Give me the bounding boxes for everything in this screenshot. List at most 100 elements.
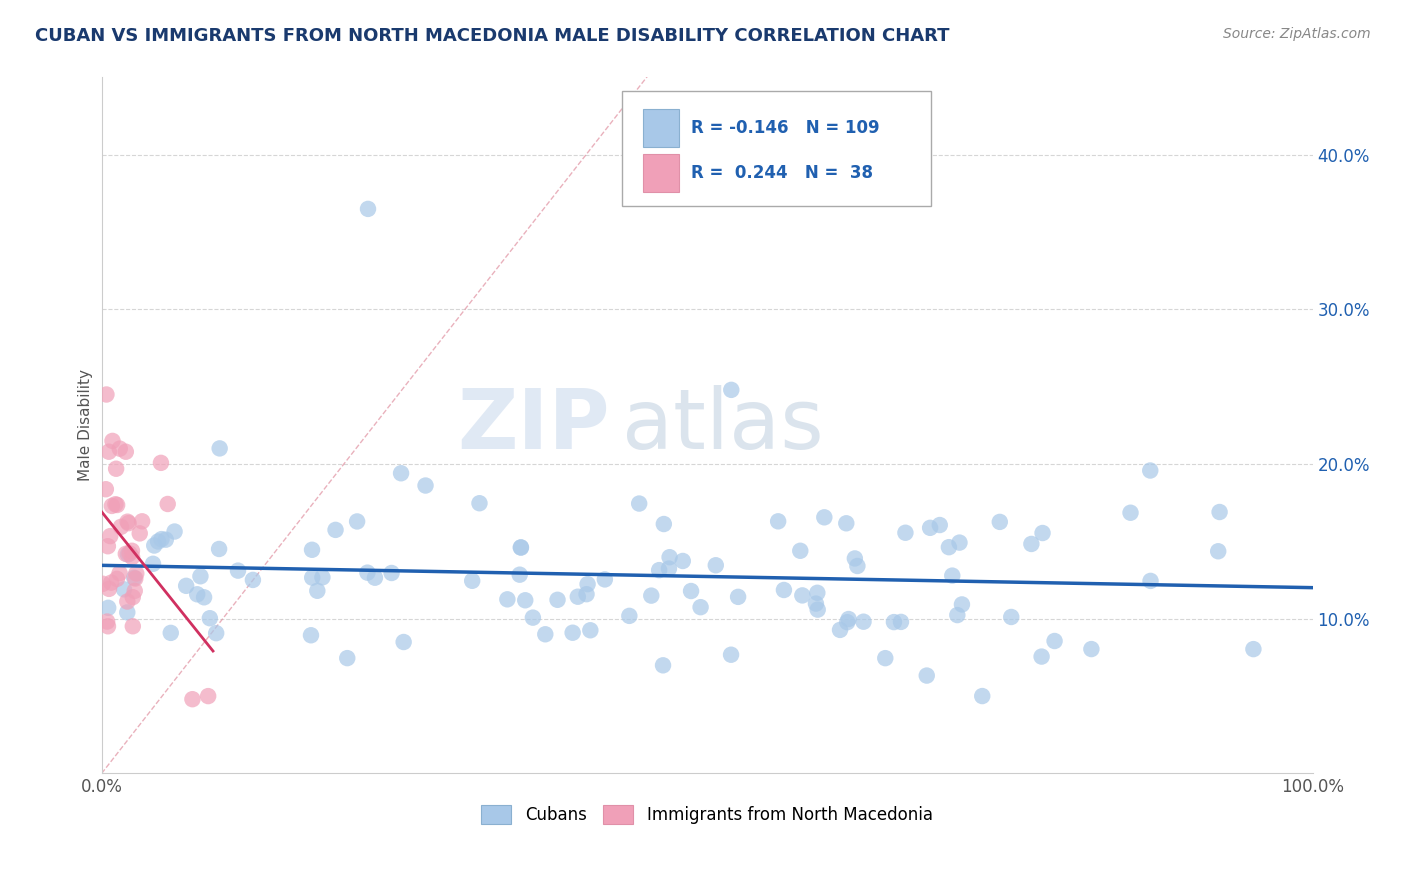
Point: [97, 619, 120, 633]
Point: [96, 387, 118, 401]
Point: [852, 615, 875, 629]
Text: Source: ZipAtlas.com: Source: ZipAtlas.com: [1223, 27, 1371, 41]
Point: [883, 615, 905, 629]
Point: [828, 623, 851, 637]
Point: [325, 523, 347, 537]
Point: [121, 543, 143, 558]
Point: [837, 615, 859, 630]
Point: [567, 590, 589, 604]
Point: [98, 529, 121, 543]
Point: [124, 583, 146, 598]
Point: [496, 592, 519, 607]
Point: [938, 540, 960, 554]
Point: [114, 444, 136, 458]
FancyBboxPatch shape: [643, 154, 679, 193]
Point: [142, 557, 165, 571]
Point: [117, 515, 139, 529]
Point: [941, 568, 963, 582]
Legend: Cubans, Immigrants from North Macedonia: Cubans, Immigrants from North Macedonia: [481, 805, 932, 824]
Point: [357, 202, 380, 216]
Text: R = -0.146   N = 109: R = -0.146 N = 109: [692, 119, 880, 136]
Point: [117, 594, 139, 608]
Point: [356, 566, 378, 580]
Text: CUBAN VS IMMIGRANTS FROM NORTH MACEDONIA MALE DISABILITY CORRELATION CHART: CUBAN VS IMMIGRANTS FROM NORTH MACEDONIA…: [35, 27, 949, 45]
Point: [1080, 642, 1102, 657]
Point: [894, 525, 917, 540]
Point: [110, 520, 132, 534]
Point: [181, 692, 204, 706]
Point: [579, 624, 602, 638]
Point: [190, 569, 212, 583]
Point: [205, 626, 228, 640]
Point: [121, 619, 143, 633]
Point: [96, 615, 118, 629]
Point: [766, 514, 789, 528]
Point: [150, 532, 173, 546]
Point: [108, 442, 131, 456]
Point: [806, 586, 828, 600]
Point: [208, 442, 231, 456]
Point: [117, 606, 139, 620]
Point: [640, 589, 662, 603]
Point: [381, 566, 404, 580]
Point: [193, 591, 215, 605]
Point: [1000, 610, 1022, 624]
Point: [105, 572, 128, 586]
Point: [149, 456, 172, 470]
Point: [813, 510, 835, 524]
Point: [1208, 505, 1230, 519]
Point: [346, 515, 368, 529]
Point: [415, 478, 437, 492]
Point: [155, 533, 177, 547]
Point: [121, 550, 143, 565]
Point: [91, 576, 114, 591]
Point: [112, 582, 135, 597]
FancyBboxPatch shape: [643, 109, 679, 147]
Text: R =  0.244   N =  38: R = 0.244 N = 38: [692, 164, 873, 183]
Y-axis label: Male Disability: Male Disability: [79, 369, 93, 482]
Point: [619, 608, 641, 623]
Point: [789, 543, 811, 558]
Point: [242, 573, 264, 587]
Point: [97, 600, 120, 615]
Point: [299, 628, 322, 642]
Point: [468, 496, 491, 510]
Point: [720, 383, 742, 397]
Point: [509, 567, 531, 582]
Point: [681, 584, 703, 599]
Point: [1031, 649, 1053, 664]
Point: [146, 534, 169, 549]
Point: [658, 550, 681, 565]
Point: [875, 651, 897, 665]
Point: [509, 541, 531, 555]
Text: ZIP: ZIP: [458, 385, 610, 466]
Point: [197, 689, 219, 703]
Point: [835, 516, 858, 531]
Point: [946, 608, 969, 623]
Point: [104, 497, 127, 511]
Point: [364, 571, 387, 585]
Point: [792, 589, 814, 603]
Point: [159, 626, 181, 640]
Point: [890, 615, 912, 629]
Point: [1241, 642, 1264, 657]
Point: [94, 482, 117, 496]
Point: [807, 602, 830, 616]
Point: [336, 651, 359, 665]
Point: [1139, 463, 1161, 477]
Point: [727, 590, 749, 604]
Point: [920, 521, 942, 535]
Point: [988, 515, 1011, 529]
Point: [838, 612, 860, 626]
Point: [672, 554, 695, 568]
Point: [100, 575, 122, 590]
Text: atlas: atlas: [623, 385, 824, 466]
Point: [311, 570, 333, 584]
Point: [628, 497, 651, 511]
Point: [928, 518, 950, 533]
Point: [576, 577, 599, 591]
Point: [522, 610, 544, 624]
Point: [143, 539, 166, 553]
Point: [658, 561, 681, 575]
Point: [972, 689, 994, 703]
